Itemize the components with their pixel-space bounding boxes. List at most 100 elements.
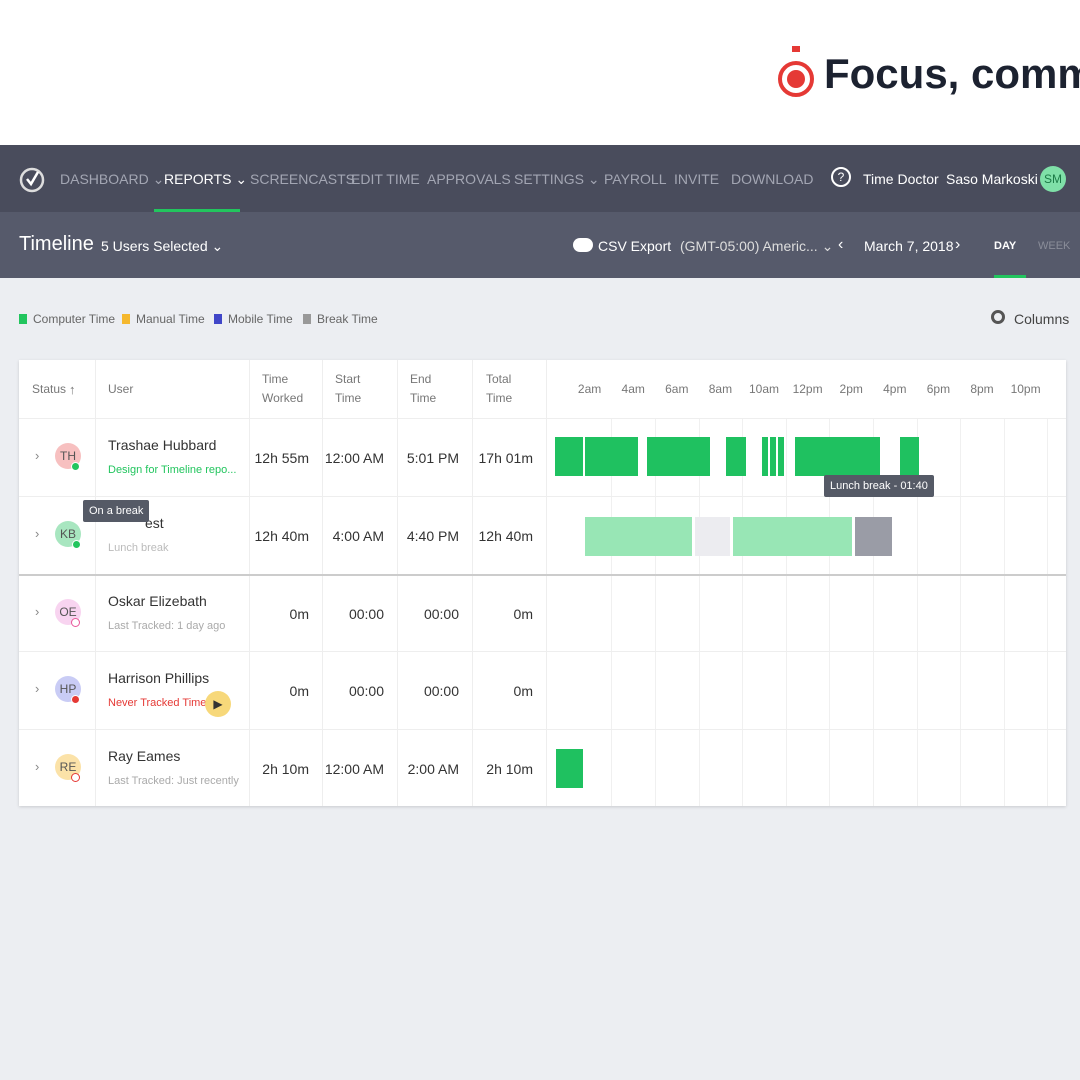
time-start: 00:00 [348, 683, 384, 699]
help-icon[interactable]: ? [831, 167, 851, 187]
view-tab[interactable]: DAY [994, 240, 1017, 252]
user-name[interactable]: Trashae Hubbard [108, 437, 217, 453]
expand-toggle[interactable]: › [35, 526, 40, 541]
prev-date[interactable]: ‹ [838, 236, 844, 253]
time-total: 0m [513, 683, 533, 699]
expand-toggle[interactable]: › [35, 604, 40, 619]
user-selector[interactable]: 5 Users Selected ⌄ [101, 238, 224, 254]
timeline-segment[interactable] [695, 517, 730, 556]
timeline-segment[interactable] [900, 437, 919, 476]
hour-label: 2pm [839, 382, 863, 396]
app-logo[interactable] [18, 159, 46, 197]
cloud-icon[interactable] [573, 238, 593, 252]
hour-grid-line [873, 418, 874, 806]
timeline-segment[interactable] [733, 517, 852, 556]
user-name[interactable]: Oskar Elizebath [108, 593, 207, 609]
time-total: 0m [513, 606, 533, 622]
timeline-segment[interactable] [778, 437, 784, 476]
hour-label: 6pm [926, 382, 951, 396]
hour-grid-line [1047, 418, 1049, 806]
time-total: 2h 10m [486, 761, 533, 777]
nav-item[interactable]: APPROVALS [427, 171, 511, 187]
time-start: 12:00 AM [324, 450, 384, 466]
legend-swatch [214, 314, 222, 324]
column-header: User [108, 382, 134, 396]
time-end: 5:01 PM [406, 450, 459, 466]
nav-item[interactable]: SCREENCASTS [250, 171, 356, 187]
timeline-segment[interactable] [762, 437, 768, 476]
legend-label: Mobile Time [228, 312, 293, 326]
avatar: TH [55, 443, 81, 469]
timeline-segment[interactable] [795, 437, 880, 476]
active-view-indicator [994, 275, 1026, 278]
legend-swatch [122, 314, 130, 324]
timezone[interactable]: (GMT-05:00) Americ... ⌄ [680, 238, 834, 254]
hour-grid-line [742, 418, 744, 806]
hour-label: 4pm [883, 382, 907, 396]
nav-item[interactable]: DASHBOARD ⌄ [60, 171, 165, 187]
timeline-segment[interactable] [585, 517, 692, 556]
timeline-segment[interactable] [555, 437, 583, 476]
time-start: 4:00 AM [332, 528, 384, 544]
timeline-segment[interactable] [647, 437, 710, 476]
company[interactable]: Time Doctor [863, 171, 939, 187]
nav-item[interactable]: EDIT TIME [351, 171, 420, 187]
row-divider [19, 729, 1066, 730]
status-dot [72, 540, 81, 549]
expand-toggle[interactable]: › [35, 759, 40, 774]
nav-bar: ? [0, 145, 1080, 212]
nav-item[interactable]: SETTINGS ⌄ [514, 171, 600, 187]
hour-grid-line [611, 418, 613, 806]
nav-item[interactable]: DOWNLOAD [731, 171, 814, 187]
chevron: ⌄ [587, 171, 600, 187]
status-dot [71, 773, 80, 782]
sort-arrow[interactable]: ↑ [69, 382, 76, 397]
date[interactable]: March 7, 2018 [864, 238, 954, 254]
time-end: 00:00 [423, 683, 459, 699]
hour-label: 8am [708, 382, 733, 396]
gear-icon[interactable] [991, 310, 1005, 324]
hour-label: 8pm [970, 382, 994, 396]
column-divider [472, 360, 473, 806]
timeline-segment[interactable] [726, 437, 746, 476]
user-name[interactable]: est [145, 515, 164, 531]
hour-grid-line [655, 418, 656, 806]
row-divider [19, 651, 1066, 652]
column-divider [397, 360, 398, 806]
time-end: 00:00 [423, 606, 459, 622]
hour-grid-line [829, 418, 831, 806]
user-name[interactable]: Saso Markoski [946, 171, 1038, 187]
column-header[interactable]: Status [32, 382, 67, 396]
timeline-segment[interactable] [855, 517, 892, 556]
column-divider [546, 360, 547, 806]
view-tab[interactable]: WEEK [1038, 240, 1071, 252]
hour-label: 4am [621, 382, 645, 396]
hour-grid-line [1003, 418, 1005, 806]
legend-label: Computer Time [33, 312, 116, 326]
hour-grid-line [916, 418, 918, 806]
expand-toggle[interactable]: › [35, 681, 40, 696]
next-date[interactable]: › [955, 236, 961, 253]
user-name[interactable]: Ray Eames [108, 748, 181, 764]
timeline-segment[interactable] [556, 749, 583, 788]
time-total: 12h 40m [478, 528, 533, 544]
hour-label: 10pm [1010, 382, 1041, 396]
hour-label: 6am [665, 382, 689, 396]
columns-button[interactable]: Columns [1014, 311, 1070, 327]
csv-export[interactable]: CSV Export [598, 238, 672, 254]
expand-toggle[interactable]: › [35, 448, 40, 463]
nav-item[interactable]: PAYROLL [604, 171, 667, 187]
timeline-segment[interactable] [585, 437, 638, 476]
user-name[interactable]: Harrison Phillips [108, 670, 210, 686]
nav-item[interactable]: REPORTS ⌄ [164, 171, 248, 187]
timeline-segment[interactable] [770, 437, 776, 476]
user-avatar[interactable]: SM [1040, 166, 1066, 192]
logo-icon [778, 46, 814, 97]
nav-item[interactable]: INVITE [674, 171, 720, 187]
avatar: HP [55, 676, 81, 702]
chevron: ⌄ [235, 171, 248, 187]
time-start: 00:00 [348, 606, 384, 622]
play-button[interactable]: ▶ [205, 691, 231, 717]
brand: Focus, commit [824, 50, 1080, 97]
